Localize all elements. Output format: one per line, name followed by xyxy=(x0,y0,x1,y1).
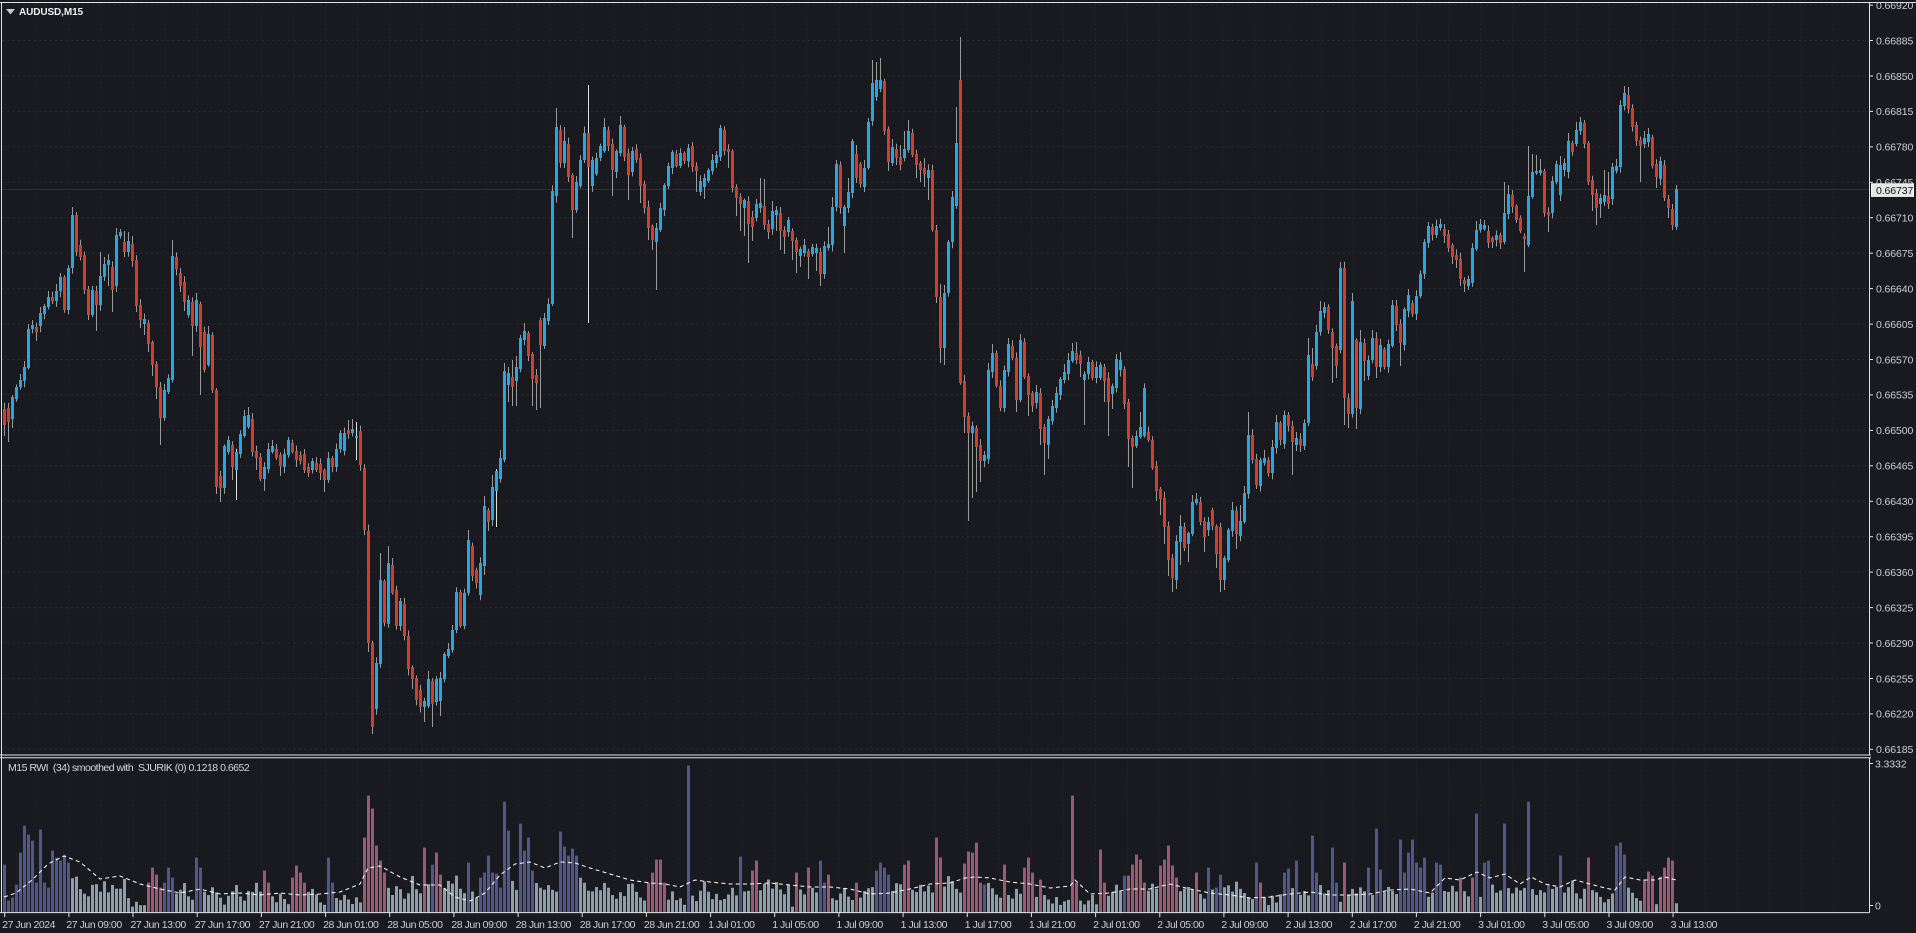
svg-text:1 Jul 05:00: 1 Jul 05:00 xyxy=(772,919,819,931)
svg-text:3 Jul 09:00: 3 Jul 09:00 xyxy=(1607,919,1654,931)
svg-text:AUDUSD,M15: AUDUSD,M15 xyxy=(19,7,84,18)
svg-text:0.66395: 0.66395 xyxy=(1876,532,1914,544)
svg-text:0.66430: 0.66430 xyxy=(1876,496,1914,508)
svg-text:0.66605: 0.66605 xyxy=(1876,319,1914,331)
svg-text:1 Jul 17:00: 1 Jul 17:00 xyxy=(965,919,1012,931)
svg-text:2 Jul 13:00: 2 Jul 13:00 xyxy=(1286,919,1333,931)
svg-text:2 Jul 05:00: 2 Jul 05:00 xyxy=(1157,919,1204,931)
svg-text:27 Jun 17:00: 27 Jun 17:00 xyxy=(195,919,251,931)
svg-text:1 Jul 01:00: 1 Jul 01:00 xyxy=(708,919,755,931)
svg-text:2 Jul 09:00: 2 Jul 09:00 xyxy=(1221,919,1268,931)
svg-text:3.3332: 3.3332 xyxy=(1875,758,1907,770)
svg-text:0.66185: 0.66185 xyxy=(1876,744,1914,756)
svg-text:1 Jul 21:00: 1 Jul 21:00 xyxy=(1029,919,1076,931)
svg-text:1 Jul 13:00: 1 Jul 13:00 xyxy=(901,919,948,931)
svg-text:0.66780: 0.66780 xyxy=(1876,142,1914,154)
svg-text:3 Jul 05:00: 3 Jul 05:00 xyxy=(1542,919,1589,931)
svg-text:27 Jun 13:00: 27 Jun 13:00 xyxy=(131,919,187,931)
svg-text:27 Jun 21:00: 27 Jun 21:00 xyxy=(259,919,315,931)
svg-text:0.66325: 0.66325 xyxy=(1876,602,1914,614)
svg-text:2 Jul 21:00: 2 Jul 21:00 xyxy=(1414,919,1461,931)
svg-text:0.66360: 0.66360 xyxy=(1876,567,1914,579)
svg-text:1 Jul 09:00: 1 Jul 09:00 xyxy=(836,919,883,931)
svg-text:0.66885: 0.66885 xyxy=(1876,35,1914,47)
svg-text:0.66465: 0.66465 xyxy=(1876,461,1914,473)
svg-text:28 Jun 01:00: 28 Jun 01:00 xyxy=(323,919,379,931)
svg-text:2 Jul 17:00: 2 Jul 17:00 xyxy=(1350,919,1397,931)
svg-text:0.66220: 0.66220 xyxy=(1876,709,1914,721)
svg-text:0.66255: 0.66255 xyxy=(1876,673,1914,685)
svg-text:28 Jun 13:00: 28 Jun 13:00 xyxy=(516,919,572,931)
svg-text:0.66920: 0.66920 xyxy=(1876,0,1914,12)
svg-text:0.66710: 0.66710 xyxy=(1876,213,1914,225)
svg-text:0.66737: 0.66737 xyxy=(1876,185,1914,197)
svg-text:27 Jun 2024: 27 Jun 2024 xyxy=(2,919,55,931)
svg-text:0.66640: 0.66640 xyxy=(1876,283,1914,295)
svg-text:3 Jul 01:00: 3 Jul 01:00 xyxy=(1478,919,1525,931)
svg-text:0.66815: 0.66815 xyxy=(1876,106,1914,118)
svg-text:0.66850: 0.66850 xyxy=(1876,71,1914,83)
svg-text:0.66500: 0.66500 xyxy=(1876,425,1914,437)
svg-text:2 Jul 01:00: 2 Jul 01:00 xyxy=(1093,919,1140,931)
svg-text:0.66570: 0.66570 xyxy=(1876,354,1914,366)
svg-text:0.66535: 0.66535 xyxy=(1876,390,1914,402)
svg-text:0.66290: 0.66290 xyxy=(1876,638,1914,650)
svg-text:M15 RWI (34) smoothed with S: M15 RWI (34) smoothed with SJURIK (0) 0.… xyxy=(8,762,250,774)
svg-text:28 Jun 09:00: 28 Jun 09:00 xyxy=(451,919,507,931)
svg-text:27 Jun 09:00: 27 Jun 09:00 xyxy=(66,919,122,931)
svg-text:0: 0 xyxy=(1875,900,1881,912)
svg-text:0.66675: 0.66675 xyxy=(1876,248,1914,260)
svg-text:3 Jul 13:00: 3 Jul 13:00 xyxy=(1671,919,1718,931)
svg-text:28 Jun 05:00: 28 Jun 05:00 xyxy=(387,919,443,931)
svg-text:28 Jun 17:00: 28 Jun 17:00 xyxy=(580,919,636,931)
svg-text:28 Jun 21:00: 28 Jun 21:00 xyxy=(644,919,700,931)
